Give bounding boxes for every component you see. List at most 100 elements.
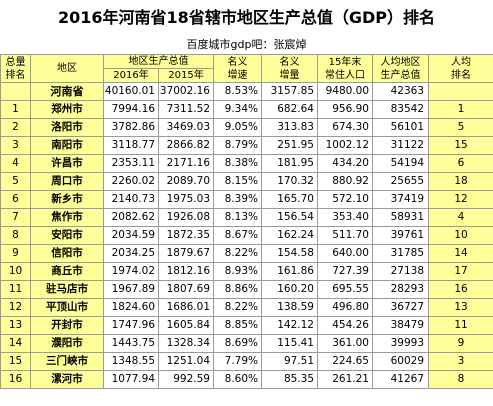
- table-row: 3 南阳市 3118.77 2866.82 8.79% 251.95 1002.12 3112…: [0, 136, 493, 155]
- per-capita-cell: 25655: [372, 172, 429, 191]
- region-cell: 三门峡市: [30, 352, 104, 371]
- gdp-2015-cell: 1251.04: [158, 352, 214, 371]
- increase-cell: 161.86: [261, 262, 318, 281]
- population-cell: 361.00: [317, 334, 373, 353]
- pc-rank-cell: 10: [428, 226, 493, 245]
- table-row: 4 许昌市 2353.11 2171.16 8.38% 181.95 434.20 54194…: [0, 154, 493, 173]
- gdp-2015-cell: 1975.03: [158, 190, 214, 209]
- gdp-2015-cell: 2171.16: [158, 154, 214, 173]
- gdp-ranking-table: 总量 排名 地区 地区生产总值 名义 增速 名义 增量 15年末 常住人口 人均…: [0, 54, 493, 389]
- gdp-2016-cell: 1077.94: [103, 370, 159, 389]
- increase-cell: 170.32: [261, 172, 318, 191]
- header-increase: 名义 增量: [261, 54, 318, 83]
- per-capita-cell: 83542: [372, 100, 429, 119]
- gdp-2016-cell: 1348.55: [103, 352, 159, 371]
- pc-rank-cell: 14: [428, 244, 493, 263]
- gdp-2016-cell: 1747.96: [103, 316, 159, 335]
- table-row: 15 三门峡市 1348.55 1251.04 7.79% 97.51 224.65 6002…: [0, 352, 493, 371]
- gdp-2016-cell: 2353.11: [103, 154, 159, 173]
- per-capita-cell: 31122: [372, 136, 429, 155]
- rank-cell: 5: [0, 172, 31, 191]
- region-cell: 周口市: [30, 172, 104, 191]
- pc-rank-cell: 4: [428, 208, 493, 227]
- region-cell: 郑州市: [30, 100, 104, 119]
- rank-cell: 6: [0, 190, 31, 209]
- per-capita-cell: 27138: [372, 262, 429, 281]
- header-population-line1: 15年末: [328, 56, 362, 68]
- pc-rank-cell: 5: [428, 118, 493, 137]
- header-per-capita: 人均地区 生产总值: [372, 54, 429, 83]
- growth-cell: 8.85%: [213, 316, 262, 335]
- population-cell: 572.10: [317, 190, 373, 209]
- growth-cell: 8.86%: [213, 280, 262, 299]
- per-capita-cell: 60029: [372, 352, 429, 371]
- rank-cell: 9: [0, 244, 31, 263]
- increase-cell: 160.20: [261, 280, 318, 299]
- pc-rank-cell: 17: [428, 262, 493, 281]
- increase-cell: 3157.85: [261, 82, 318, 101]
- increase-cell: 142.12: [261, 316, 318, 335]
- increase-cell: 85.35: [261, 370, 318, 389]
- table-row: 2 洛阳市 3782.86 3469.03 9.05% 313.83 674.30 56101…: [0, 118, 493, 137]
- growth-cell: 8.38%: [213, 154, 262, 173]
- per-capita-cell: 36727: [372, 298, 429, 317]
- increase-cell: 115.41: [261, 334, 318, 353]
- growth-cell: 7.79%: [213, 352, 262, 371]
- increase-cell: 154.58: [261, 244, 318, 263]
- growth-cell: 8.67%: [213, 226, 262, 245]
- increase-cell: 313.83: [261, 118, 318, 137]
- increase-cell: 165.70: [261, 190, 318, 209]
- per-capita-cell: 38479: [372, 316, 429, 335]
- rank-cell: 7: [0, 208, 31, 227]
- header-increase-line1: 名义: [279, 56, 300, 68]
- header-rank-line1: 总量: [5, 56, 26, 68]
- pc-rank-cell: 1: [428, 100, 493, 119]
- header-growth: 名义 增速: [213, 54, 262, 83]
- gdp-2015-cell: 2089.70: [158, 172, 214, 191]
- header-region: 地区: [30, 54, 104, 83]
- rank-cell: 12: [0, 298, 31, 317]
- header-rank: 总量 排名: [0, 54, 31, 83]
- page-title: 2016年河南省18省辖市地区生产总值（GDP）排名: [58, 8, 435, 27]
- table-body: 河南省 40160.01 37002.16 8.53% 3157.85 9480.00 42…: [0, 82, 493, 389]
- population-cell: 727.39: [317, 262, 373, 281]
- gdp-2016-cell: 3118.77: [103, 136, 159, 155]
- header-population-line2: 常住人口: [325, 69, 365, 81]
- pc-rank-cell: 9: [428, 334, 493, 353]
- gdp-2016-cell: 1967.89: [103, 280, 159, 299]
- gdp-2015-cell: 1879.67: [158, 244, 214, 263]
- rank-cell: 1: [0, 100, 31, 119]
- growth-cell: 8.79%: [213, 136, 262, 155]
- gdp-2016-cell: 7994.16: [103, 100, 159, 119]
- growth-cell: 8.39%: [213, 190, 262, 209]
- population-cell: 224.65: [317, 352, 373, 371]
- gdp-2016-cell: 1443.75: [103, 334, 159, 353]
- gdp-2015-cell: 1926.08: [158, 208, 214, 227]
- population-cell: 640.00: [317, 244, 373, 263]
- population-cell: 261.21: [317, 370, 373, 389]
- table-row: 13 开封市 1747.96 1605.84 8.85% 142.12 454.26 3847…: [0, 316, 493, 335]
- table-row: 河南省 40160.01 37002.16 8.53% 3157.85 9480.00 42…: [0, 82, 493, 101]
- gdp-2015-cell: 1807.69: [158, 280, 214, 299]
- gdp-2016-cell: 2034.25: [103, 244, 159, 263]
- population-cell: 1002.12: [317, 136, 373, 155]
- per-capita-cell: 39761: [372, 226, 429, 245]
- per-capita-cell: 28293: [372, 280, 429, 299]
- population-cell: 674.30: [317, 118, 373, 137]
- region-cell: 河南省: [30, 82, 104, 101]
- region-cell: 漯河市: [30, 370, 104, 389]
- growth-cell: 8.13%: [213, 208, 262, 227]
- population-cell: 454.26: [317, 316, 373, 335]
- population-cell: 353.40: [317, 208, 373, 227]
- gdp-2015-cell: 1812.16: [158, 262, 214, 281]
- per-capita-cell: 41267: [372, 370, 429, 389]
- pc-rank-cell: 13: [428, 298, 493, 317]
- table-row: 16 漯河市 1077.94 992.59 8.60% 85.35 261.21 41267 8: [0, 370, 493, 389]
- header-population: 15年末 常住人口: [317, 54, 373, 83]
- table-row: 11 驻马店市 1967.89 1807.69 8.86% 160.20 695.55 282…: [0, 280, 493, 299]
- increase-cell: 138.59: [261, 298, 318, 317]
- per-capita-cell: 39993: [372, 334, 429, 353]
- rank-cell: 4: [0, 154, 31, 173]
- region-cell: 许昌市: [30, 154, 104, 173]
- increase-cell: 682.64: [261, 100, 318, 119]
